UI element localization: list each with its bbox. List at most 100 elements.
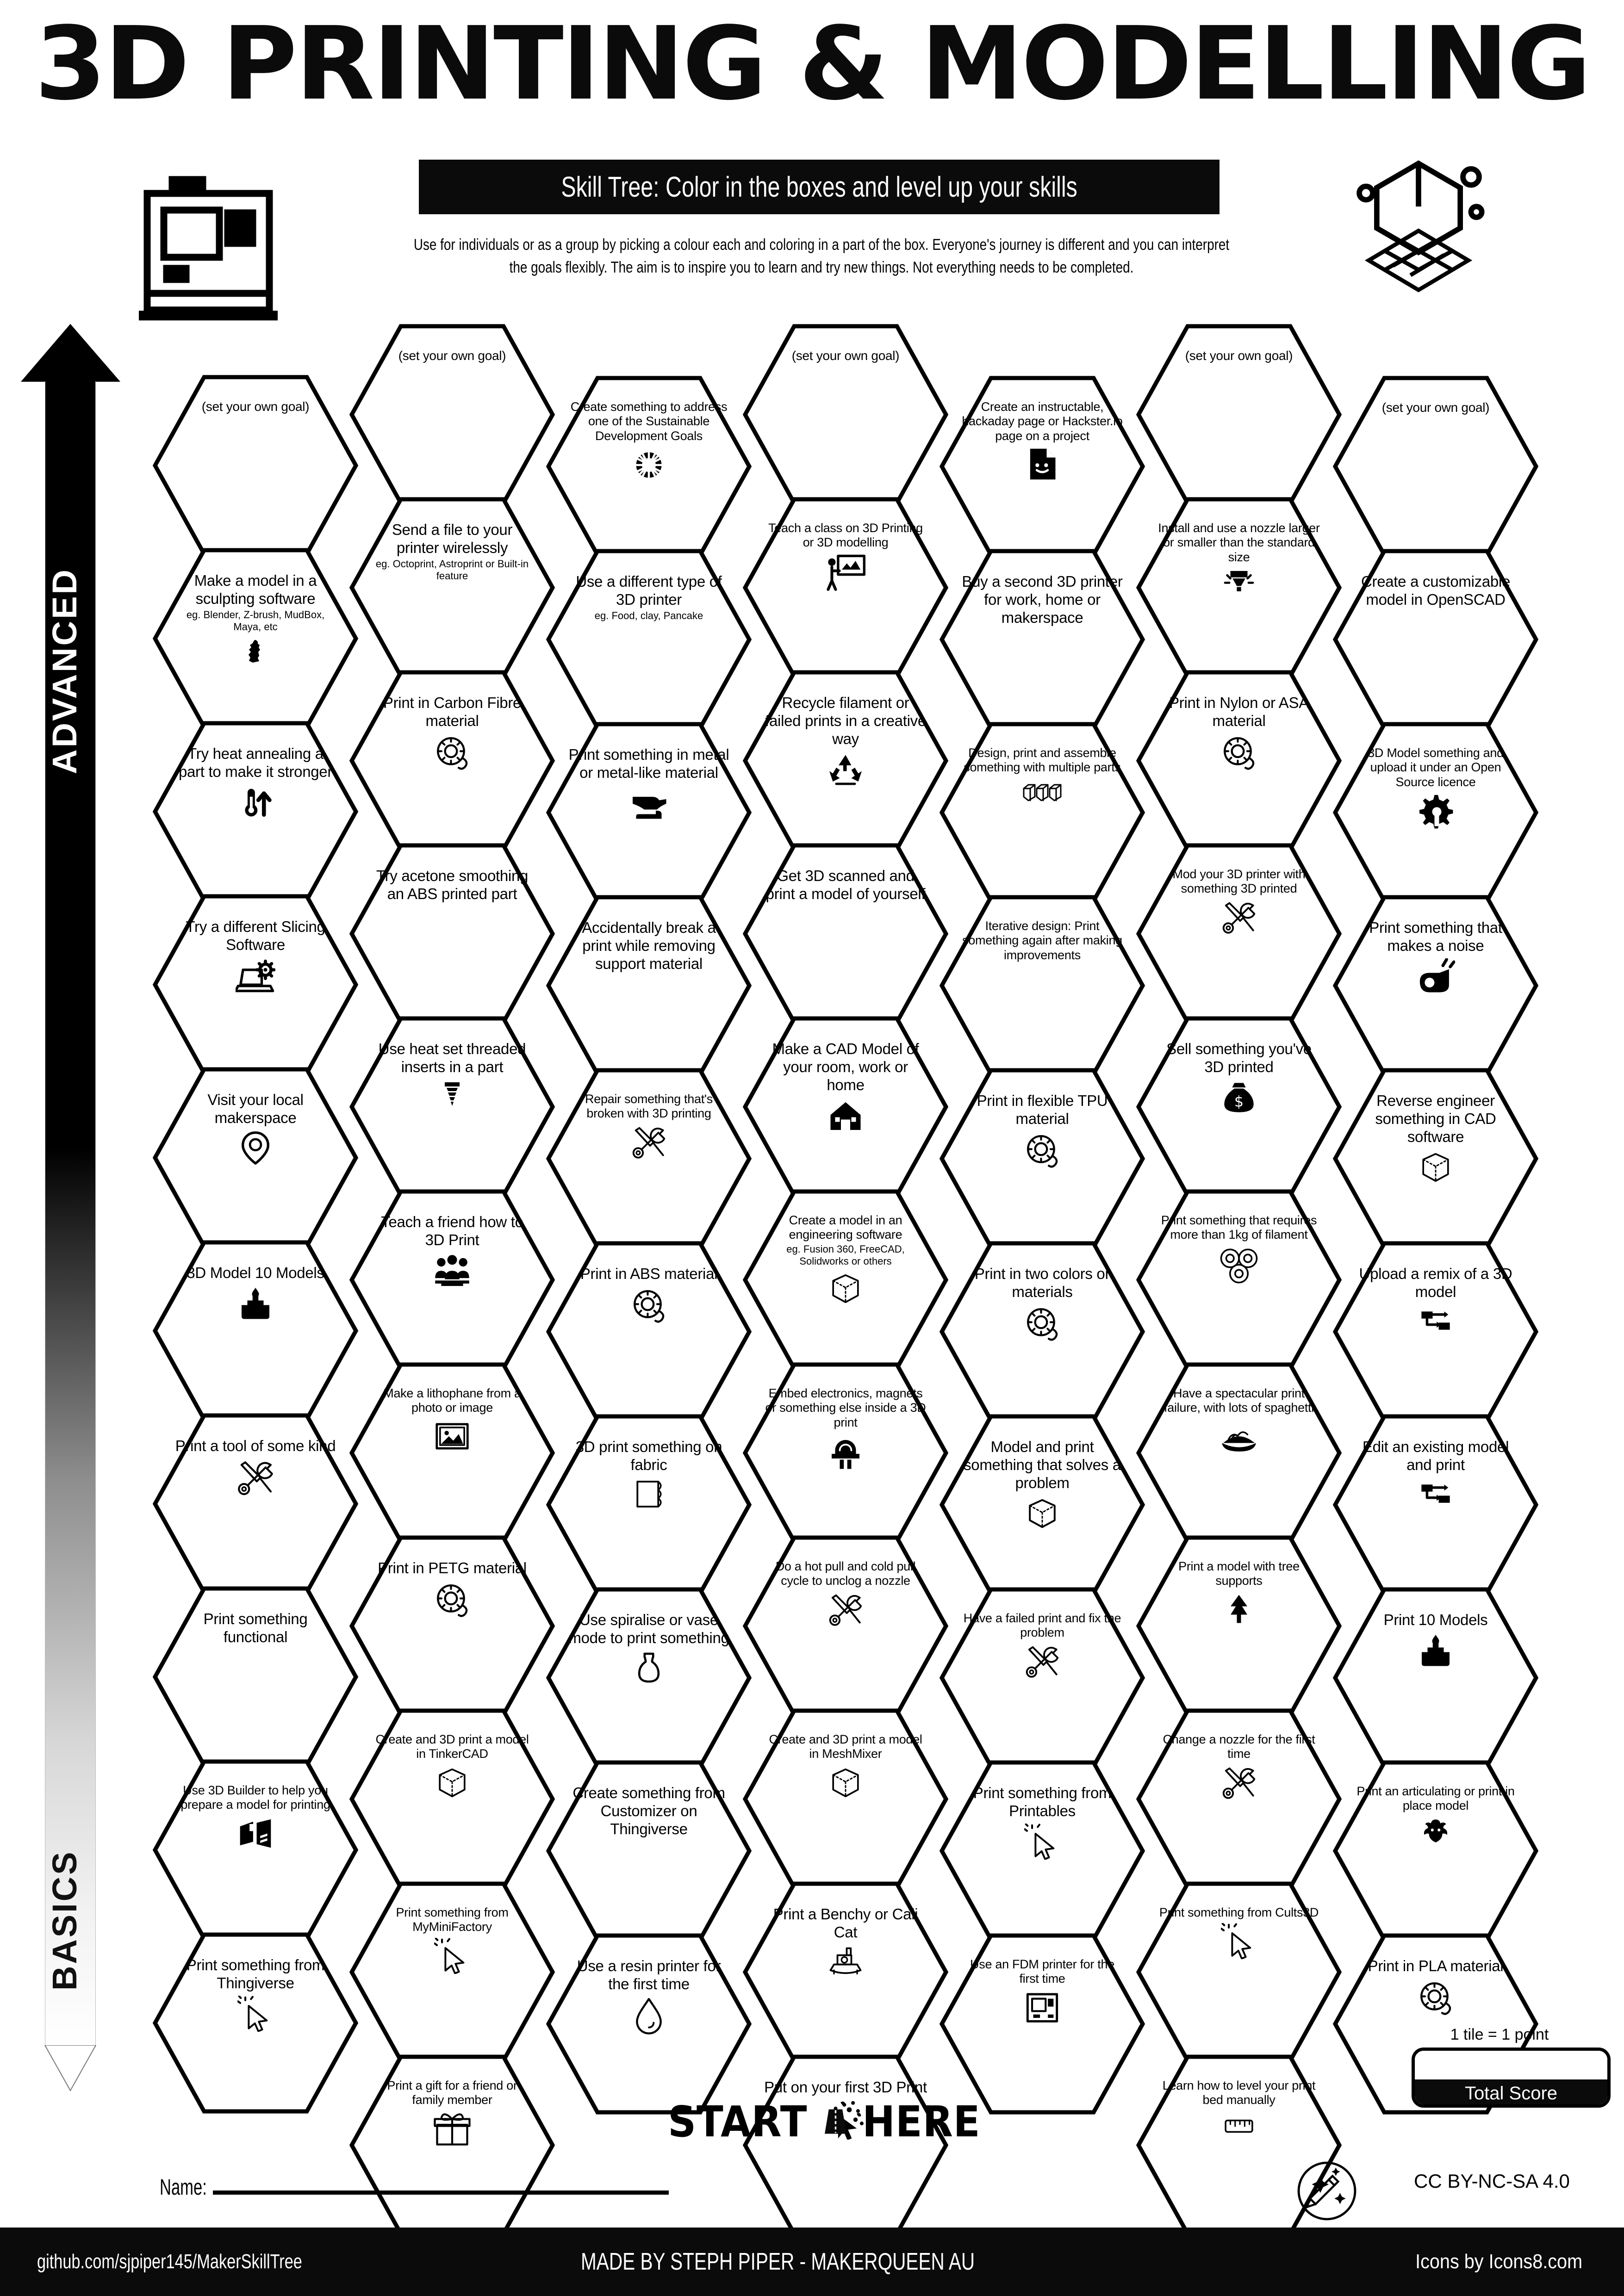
skill-tile[interactable]: Create something to address one of the S… [546,376,752,557]
skill-tile[interactable]: (set your own goal) [349,324,555,505]
skill-tile[interactable]: Print something that requires more than … [1136,1189,1342,1371]
skill-tile[interactable]: Try acetone smoothing an ABS printed par… [349,843,555,1024]
skill-tile-title: Use an FDM printer for the first time [970,1957,1114,1986]
skill-tile[interactable]: Recycle filament or failed prints in a c… [743,670,948,851]
footer-github-link[interactable]: github.com/sjpiper145/MakerSkillTree [37,2250,302,2273]
skill-tile[interactable]: Upload a remix of a 3D model [1333,1241,1538,1422]
score-value[interactable] [1415,2051,1607,2079]
skill-tile[interactable]: Reverse engineer something in CAD softwa… [1333,1068,1538,1249]
skill-tile[interactable]: Print something functional [153,1586,358,1768]
skill-tile[interactable]: Use spiralise or vase mode to print some… [546,1587,752,1769]
skill-tile[interactable]: Create and 3D print a model in MeshMixer [743,1708,948,1890]
skill-tile[interactable]: Change a nozzle for the first time [1136,1708,1342,1890]
skill-tile-title: Print something from Cults3D [1159,1905,1319,1919]
skill-tile[interactable]: Use heat set threaded inserts in a part [349,1016,555,1198]
skill-tile-title: Create something to address one of the S… [570,400,728,443]
repair-tools-icon [1220,1765,1258,1803]
skill-tile[interactable]: Print in PETG material [349,1535,555,1717]
total-score-box[interactable]: Total Score [1412,2048,1611,2108]
skill-tile[interactable]: Print in Carbon Fibre material [349,670,555,851]
skill-tile[interactable]: Make a model in a sculpting software eg. … [153,548,358,729]
skill-tile-subtitle: eg. Food, clay, Pancake [594,609,703,621]
skill-tile[interactable]: Have a failed print and fix the problem [940,1587,1145,1769]
footer-bar: github.com/sjpiper145/MakerSkillTree MAD… [0,2228,1624,2296]
skill-tile[interactable]: Edit an existing model and print [1333,1414,1538,1595]
skill-tile[interactable]: Make a CAD Model of your room, work or h… [743,1016,948,1198]
printer-icon [1024,1990,1060,2026]
skill-tile[interactable]: Print something from MyMiniFactory [349,1881,555,2063]
skill-tile-subtitle: eg. Octoprint, Astroprint or Built-in fe… [375,558,529,582]
skill-tile-title: Embed electronics, magnets or something … [765,1386,926,1429]
skill-tile[interactable]: Use an FDM printer for the first time [940,1933,1145,2115]
fabric-icon [632,1477,666,1511]
skill-tile-title: Make a CAD Model of your room, work or h… [772,1040,919,1093]
name-field[interactable]: Name: [160,2175,669,2200]
skill-tile[interactable]: Print 10 Models [1333,1587,1538,1769]
skill-tile[interactable]: Print a Benchy or Cali Cat [743,1881,948,2063]
skill-tile[interactable]: Print something from Thingiverse [153,1932,358,2114]
skill-tile-content: Edit an existing model and print [1354,1438,1517,1577]
skill-tile[interactable]: (set your own goal) [153,375,358,556]
click-cursor-icon [1024,1823,1060,1860]
skill-tile[interactable]: Teach a class on 3D Printing or 3D model… [743,497,948,678]
skill-tile[interactable]: Print a gift for a friend or family memb… [349,2054,555,2236]
skill-tile[interactable]: Create a customizable model in OpenSCAD [1333,549,1538,730]
skill-tile[interactable]: Print something in metal or metal-like m… [546,722,752,903]
skill-tile[interactable]: Try a different Slicing Software [153,894,358,1075]
skill-tile[interactable]: Use 3D Builder to help you prepare a mod… [153,1759,358,1941]
skill-tile[interactable]: Print an articulating or print in place … [1333,1760,1538,1942]
filament-spool-icon [1417,1979,1455,2017]
skill-tile[interactable]: Mod your 3D printer with something 3D pr… [1136,843,1342,1024]
skill-tile[interactable]: Print in Nylon or ASA material [1136,670,1342,851]
skill-tile[interactable]: Use a different type of 3D printer eg. Fo… [546,549,752,730]
skill-tile[interactable]: Install and use a nozzle larger or small… [1136,497,1342,678]
skill-tile[interactable]: Print in flexible TPU material [940,1068,1145,1249]
presentation-icon [826,553,865,593]
skill-tile[interactable]: Get 3D scanned and print a model of your… [743,843,948,1024]
skill-tile[interactable]: Do a hot pull and cold pull cycle to unc… [743,1535,948,1717]
skill-tile[interactable]: (set your own goal) [1333,376,1538,557]
skill-tile[interactable]: Iterative design: Print something again … [940,895,1145,1076]
skill-tile[interactable]: Accidentally break a print while removin… [546,895,752,1076]
skill-tile[interactable]: Create and 3D print a model in TinkerCAD [349,1708,555,1890]
sdg-wheel-icon [630,447,667,484]
skill-tile-content: Create something to address one of the S… [567,400,730,539]
skill-tile[interactable]: Send a file to your printer wirelessly eg… [349,497,555,678]
skill-tile[interactable]: Have a spectacular print failure, with l… [1136,1362,1342,1544]
skill-tile[interactable]: Buy a second 3D printer for work, home o… [940,549,1145,730]
skill-tile[interactable]: Print in ABS material [546,1241,752,1422]
skill-tile-content: Print in Nylon or ASA material [1157,694,1320,833]
skill-tile[interactable]: Print something from Cults3D [1136,1881,1342,2063]
skill-tile[interactable]: Try heat annealing a part to make it str… [153,721,358,902]
skill-tile[interactable]: Sell something you've 3D printed $ [1136,1016,1342,1198]
skill-tile-subtitle: eg. Blender, Z-brush, MudBox, Maya, etc [186,608,325,633]
skill-tile[interactable]: Put on your first 3D Print [743,2054,948,2236]
skill-tile[interactable]: Print a tool of some kind [153,1413,358,1595]
map-pin-icon [238,1130,273,1166]
skill-tile[interactable]: Print something from Printables [940,1760,1145,1942]
skill-tile[interactable]: Make a lithophane from a photo or image [349,1362,555,1544]
skill-tile-title: Make a model in a sculpting software [194,572,317,607]
skill-tile[interactable]: 3D Model 10 Models [153,1240,358,1421]
skill-tile[interactable]: Print a model with tree supports [1136,1535,1342,1717]
skill-tile[interactable]: Repair something that's broken with 3D p… [546,1068,752,1249]
skill-tile[interactable]: (set your own goal) [743,324,948,505]
skill-tile[interactable]: Print in two colors or materials [940,1241,1145,1422]
name-write-line[interactable] [213,2191,669,2195]
skill-tile[interactable]: Design, print and assemble something wit… [940,722,1145,903]
skill-tile[interactable]: 3D Model something and upload it under a… [1333,722,1538,903]
skill-tile[interactable]: Create an instructable, hackaday page or… [940,376,1145,557]
skill-tile[interactable]: Teach a friend how to 3D Print [349,1189,555,1371]
skill-tile[interactable]: 3D print something on fabric [546,1414,752,1595]
skill-tile[interactable]: Visit your local makerspace [153,1067,358,1248]
skill-tile[interactable]: Print something that makes a noise [1333,895,1538,1076]
skill-tile[interactable]: Use a resin printer for the first time [546,1933,752,2115]
skill-tile-title: 3D print something on fabric [575,1438,722,1473]
skill-tile-content: Print in ABS material [567,1265,730,1404]
skill-tile[interactable]: Create a model in an engineering softwar… [743,1189,948,1371]
skill-tile[interactable]: Embed electronics, magnets or something … [743,1362,948,1544]
skill-tile[interactable]: Create something from Customizer on Thin… [546,1760,752,1942]
skill-tile[interactable]: Model and print something that solves a … [940,1414,1145,1595]
skill-tile-content: Learn how to level your print bed manual… [1157,2079,1320,2217]
skill-tile[interactable]: (set your own goal) [1136,324,1342,505]
